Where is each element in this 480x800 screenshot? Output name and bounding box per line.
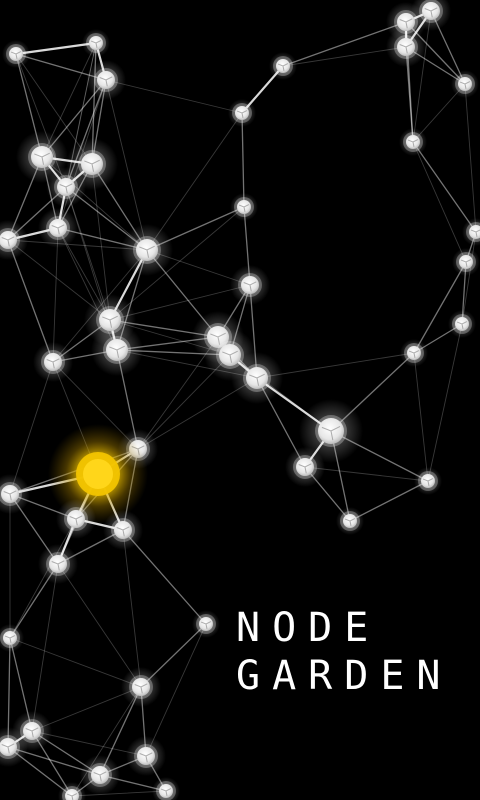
node-n34[interactable] xyxy=(0,474,30,514)
node-n14[interactable] xyxy=(451,70,479,98)
edge-n7-n23 xyxy=(7,239,54,363)
node-n13[interactable] xyxy=(386,27,426,67)
node-n23[interactable] xyxy=(33,342,73,382)
node-n7[interactable] xyxy=(0,220,28,260)
edge-n30-n31 xyxy=(304,466,429,482)
node-n35[interactable] xyxy=(56,499,96,539)
edge-n2-n8 xyxy=(105,79,148,251)
node-n33[interactable] xyxy=(48,424,148,524)
node-n2[interactable] xyxy=(86,60,126,100)
edge-n14-n17 xyxy=(464,83,477,233)
node-n15[interactable] xyxy=(399,128,427,156)
node-n22[interactable] xyxy=(91,324,143,376)
title-line-node: NODE xyxy=(236,605,381,651)
edge-n45-n46 xyxy=(71,790,167,797)
node-n31[interactable] xyxy=(414,467,442,495)
node-n12[interactable] xyxy=(411,0,451,31)
edge-n26-n27 xyxy=(256,352,415,379)
node-n9[interactable] xyxy=(269,52,297,80)
node-n37[interactable] xyxy=(38,544,78,584)
edge-n10-n8 xyxy=(146,112,243,251)
node-n6[interactable] xyxy=(38,208,78,248)
node-n45[interactable] xyxy=(152,777,180,800)
node-n0[interactable] xyxy=(2,40,30,68)
edge-n12-n15 xyxy=(412,10,432,143)
node-n32[interactable] xyxy=(336,507,364,535)
node-n18[interactable] xyxy=(452,248,480,276)
node-n10[interactable] xyxy=(228,99,256,127)
node-n46[interactable] xyxy=(58,782,86,800)
edge-n18-n27 xyxy=(413,261,467,354)
node-n42[interactable] xyxy=(0,727,28,767)
node-n38[interactable] xyxy=(192,610,220,638)
edge-n6-n23 xyxy=(52,227,59,363)
node-n30[interactable] xyxy=(285,447,325,487)
edge-n38-n43 xyxy=(145,623,207,757)
node-n3[interactable] xyxy=(16,131,68,183)
node-n1[interactable] xyxy=(82,29,110,57)
app-title: NODE GARDEN xyxy=(236,604,476,700)
node-n40[interactable] xyxy=(121,667,161,707)
edge-n37-n41 xyxy=(31,563,59,732)
node-n19[interactable] xyxy=(230,265,270,305)
node-n39[interactable] xyxy=(0,624,24,652)
node-n27[interactable] xyxy=(400,339,428,367)
edge-n9-n13 xyxy=(282,46,407,67)
edge-n10-n16 xyxy=(241,112,245,208)
node-n20[interactable] xyxy=(448,310,476,338)
node-n43[interactable] xyxy=(126,736,166,776)
node-n44[interactable] xyxy=(80,755,120,795)
node-n5[interactable] xyxy=(46,167,86,207)
edge-n27-n31 xyxy=(413,352,429,482)
edge-n37-n40 xyxy=(57,563,142,688)
node-n8[interactable] xyxy=(121,224,173,276)
edge-n15-n18 xyxy=(412,141,467,263)
edge-n35-n39 xyxy=(9,518,77,639)
edge-n4-n21 xyxy=(91,163,111,321)
node-n36[interactable] xyxy=(103,510,143,550)
edge-n2-n10 xyxy=(105,79,243,114)
edge-n36-n40 xyxy=(122,529,142,688)
edge-n9-n11 xyxy=(282,21,407,67)
node-n16[interactable] xyxy=(230,193,258,221)
node-n26[interactable] xyxy=(231,352,283,404)
edge-n36-n38 xyxy=(122,529,207,625)
edge-n17-n20 xyxy=(461,231,477,325)
edge-n31-n32 xyxy=(349,480,429,522)
edge-n39-n40 xyxy=(9,637,142,688)
title-line-garden: GARDEN xyxy=(236,653,453,699)
node-n28[interactable] xyxy=(299,399,363,463)
node-n17[interactable] xyxy=(462,218,480,246)
edge-n15-n17 xyxy=(412,141,477,233)
edge-n16-n21 xyxy=(109,206,245,321)
edge-n20-n31 xyxy=(427,323,463,482)
edge-n23-n34 xyxy=(9,361,54,495)
node-n41[interactable] xyxy=(12,711,52,751)
